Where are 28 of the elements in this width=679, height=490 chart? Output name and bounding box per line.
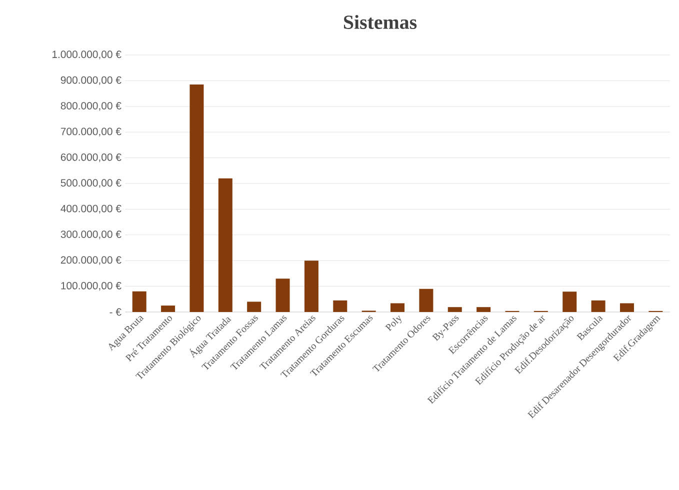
bar xyxy=(591,300,606,312)
bar xyxy=(132,291,146,312)
bar xyxy=(276,278,290,312)
y-tick-label: 800.000,00 € xyxy=(60,102,122,111)
chart-title: Sistemas xyxy=(344,14,417,29)
bar xyxy=(333,300,348,312)
y-tick-label: 500.000,00 € xyxy=(60,179,122,188)
bar xyxy=(562,292,577,312)
bar xyxy=(247,302,262,312)
y-tick-label: - € xyxy=(110,308,122,316)
x-tick-label: Poly xyxy=(385,315,402,332)
y-tick-label: 200.000,00 € xyxy=(60,256,122,265)
bar xyxy=(161,306,176,312)
y-tick-label: 1.000.000,00 € xyxy=(52,50,122,60)
bar xyxy=(304,260,318,312)
bar xyxy=(190,84,204,312)
bar xyxy=(390,303,405,312)
bar xyxy=(448,307,462,312)
bar xyxy=(218,178,232,312)
bar xyxy=(476,307,491,312)
y-tick-label: 300.000,00 € xyxy=(60,230,122,240)
y-tick-label: 600.000,00 € xyxy=(60,153,122,162)
bar xyxy=(620,303,634,312)
y-tick-label: 400.000,00 € xyxy=(60,204,122,214)
bar xyxy=(419,288,434,312)
y-tick-label: 900.000,00 € xyxy=(60,76,122,86)
y-tick-label: 700.000,00 € xyxy=(60,128,122,136)
y-tick-label: 100.000,00 € xyxy=(61,282,122,291)
